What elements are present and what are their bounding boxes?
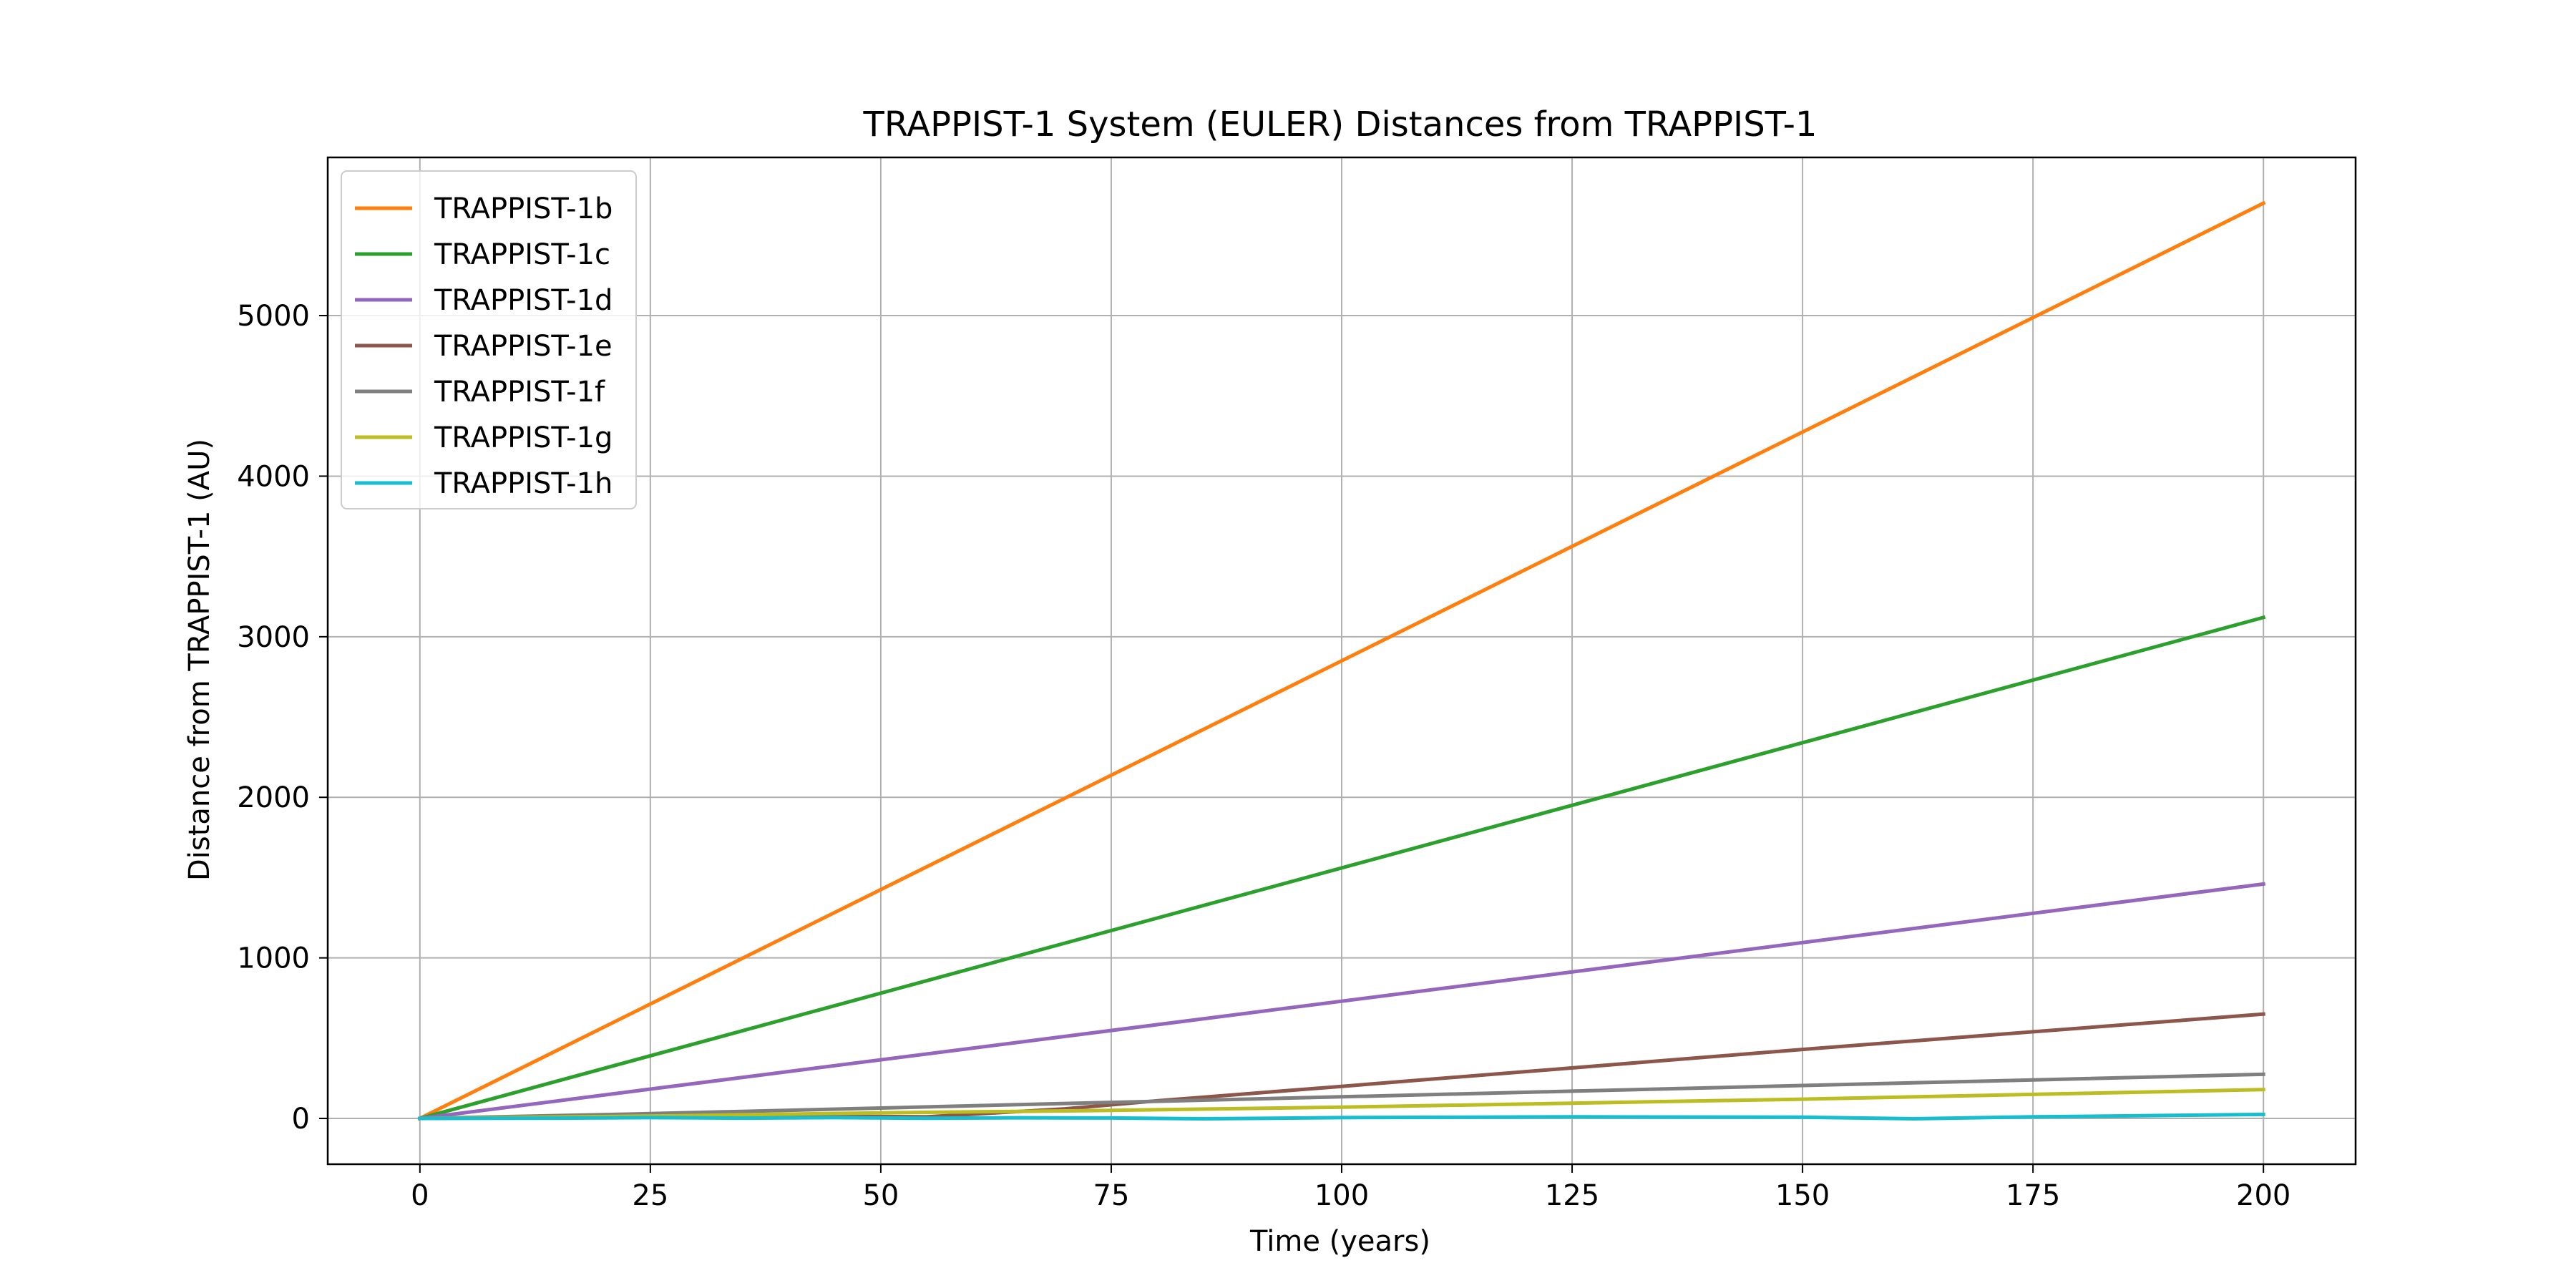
x-tick-label: 50	[862, 1179, 899, 1212]
y-tick-label: 4000	[237, 460, 310, 493]
x-tick-label: 75	[1093, 1179, 1130, 1212]
legend-label: TRAPPIST-1e	[434, 330, 613, 363]
y-tick-label: 5000	[237, 300, 310, 333]
y-tick-label: 0	[292, 1103, 310, 1136]
x-axis: 0 25 50 75 100 125 150 175 200	[411, 1164, 2290, 1212]
series-line-trappist-1b	[417, 200, 2266, 1121]
y-tick-label: 3000	[237, 621, 310, 654]
series-layer	[417, 200, 2266, 1121]
series-line-trappist-1d	[418, 882, 2265, 1121]
legend-label: TRAPPIST-1c	[434, 238, 610, 271]
y-tick-label: 2000	[237, 781, 310, 814]
legend-label: TRAPPIST-1d	[434, 284, 613, 317]
x-axis-label: Time (years)	[1249, 1225, 1430, 1258]
x-tick-label: 0	[411, 1179, 429, 1212]
x-tick-label: 175	[2006, 1179, 2060, 1212]
x-tick-label: 150	[1775, 1179, 1830, 1212]
series-line-trappist-1c	[417, 615, 2266, 1121]
legend-label: TRAPPIST-1g	[434, 421, 613, 454]
legend-label: TRAPPIST-1h	[434, 467, 613, 500]
legend-label: TRAPPIST-1f	[434, 376, 605, 409]
legend-label: TRAPPIST-1b	[434, 192, 613, 225]
series-line-trappist-1g	[418, 1088, 2265, 1121]
x-tick-label: 200	[2236, 1179, 2290, 1212]
y-tick-label: 1000	[237, 942, 310, 975]
legend: TRAPPIST-1b TRAPPIST-1c TRAPPIST-1d TRAPPIS…	[341, 170, 637, 509]
series-line-trappist-1f	[418, 1072, 2265, 1121]
y-axis: 0 1000 2000 3000 4000 5000	[237, 300, 328, 1136]
series-line-trappist-1h	[418, 1112, 2265, 1121]
x-tick-label: 25	[632, 1179, 668, 1212]
x-tick-label: 100	[1314, 1179, 1369, 1212]
legend-box	[341, 170, 637, 509]
y-axis-label: Distance from TRAPPIST-1 (AU)	[183, 439, 216, 881]
x-tick-label: 125	[1545, 1179, 1599, 1212]
chart-title: TRAPPIST-1 System (EULER) Distances from…	[863, 104, 1818, 145]
